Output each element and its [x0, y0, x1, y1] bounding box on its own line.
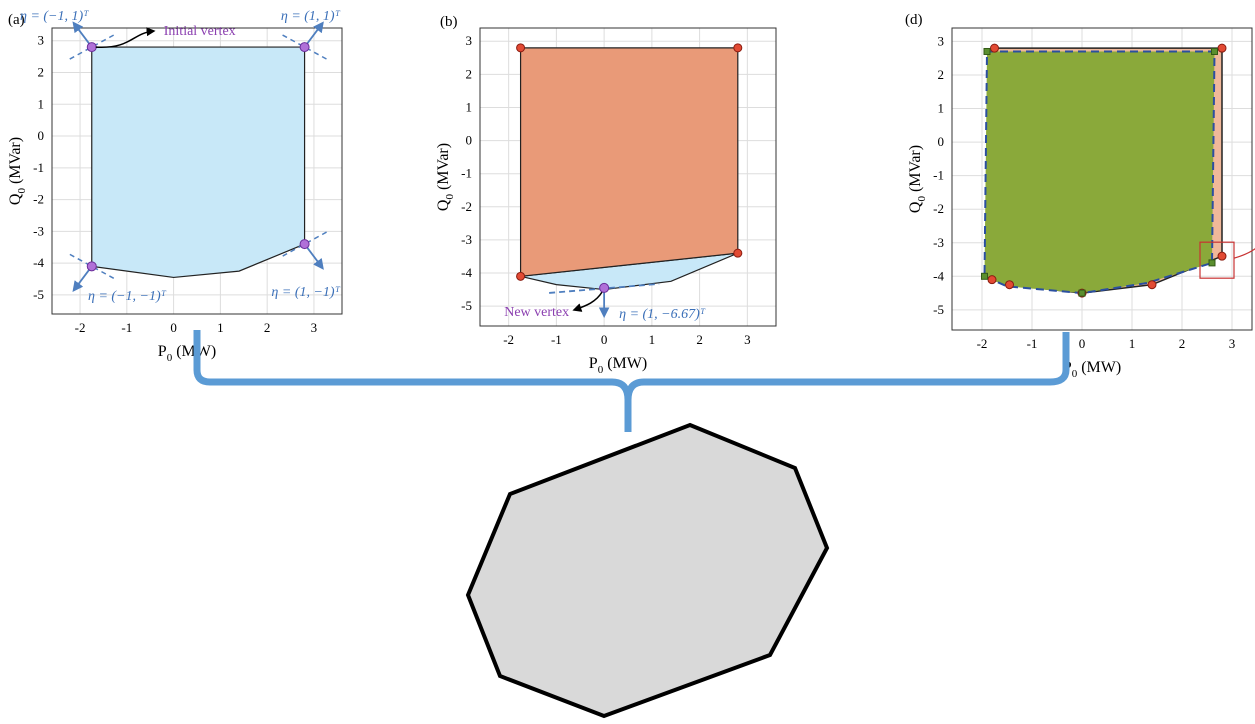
panel-label-b: (b): [440, 14, 458, 30]
y-tick-label: -4: [461, 265, 472, 280]
y-tick-label: -3: [33, 223, 44, 238]
outer-vertex-point: [1217, 251, 1227, 261]
y-tick-label: -5: [33, 287, 44, 302]
feasible-region: [519, 47, 739, 278]
panel-label-a: (a): [8, 12, 25, 28]
x-axis-label: P0 (MW): [158, 343, 216, 364]
plot-frame: [479, 27, 777, 327]
x-tick-label: 3: [311, 320, 318, 335]
x-tick-label: -2: [75, 320, 86, 335]
outer-vertex-point: [1147, 280, 1157, 290]
vertex-point: [299, 239, 310, 250]
y-tick-label: -5: [933, 302, 944, 317]
y-tick-label: -2: [461, 199, 472, 214]
vertex-point: [299, 42, 310, 53]
y-tick-label: -4: [33, 255, 44, 270]
x-tick-label: 0: [170, 320, 177, 335]
y-tick-label: 3: [938, 33, 945, 48]
y-tick-label: -2: [33, 192, 44, 207]
y-tick-label: 1: [466, 99, 473, 114]
x-tick-label: -1: [551, 332, 562, 347]
x-tick-label: 2: [264, 320, 271, 335]
x-tick-label: 3: [1229, 336, 1236, 351]
y-tick-label: -1: [33, 160, 44, 175]
x-tick-label: -2: [977, 336, 988, 351]
y-tick-label: 3: [466, 33, 473, 48]
new-vertex-label: New vertex: [504, 305, 569, 320]
vertex-point: [733, 43, 743, 53]
chart-a: -2 -1 0 1 2 3 -5 -4 -3 -2 -1 0 1 2 3 P0 (MW) Q0 (MVar) In…: [7, 9, 343, 364]
vertex-point: [733, 248, 743, 258]
y-tick-label: -5: [461, 298, 472, 313]
eta-label-a4: η = (1, −1)ᵀ: [271, 285, 340, 300]
y-axis-label: Q0 (MVar): [7, 137, 28, 205]
x-tick-label: -2: [503, 332, 514, 347]
y-tick-label: 0: [466, 133, 473, 148]
y-tick-label: 0: [938, 134, 945, 149]
outer-vertex-point: [990, 43, 999, 53]
y-tick-label: -1: [933, 168, 944, 183]
inner-vertex-point: [1211, 47, 1218, 55]
x-tick-label: 1: [217, 320, 224, 335]
initial-vertex-label: Initial vertex: [164, 24, 236, 39]
zoom-box: [1199, 241, 1235, 279]
brace-connector: [193, 330, 1070, 432]
y-tick-label: -3: [461, 232, 472, 247]
x-axis-label: P0 (MW): [1063, 359, 1121, 380]
feasible-region: [91, 46, 306, 279]
eta-label-b: η = (1, −6.67)ᵀ: [619, 307, 706, 322]
x-tick-label: 2: [1179, 336, 1186, 351]
y-tick-label: -1: [461, 166, 472, 181]
new-vertex-point: [599, 282, 610, 293]
initial-vertex-arrow: [95, 27, 156, 48]
chart-d: -2 -1 0 1 2 3 -5 -4 -3 -2 -1 0 1 2 3 P0 (MW) Q0 (MVar): [907, 27, 1255, 380]
vertex-point: [516, 271, 526, 281]
x-tick-label: 3: [744, 332, 751, 347]
inner-vertex-point: [983, 47, 991, 55]
y-tick-label: -3: [933, 235, 944, 250]
x-tick-label: 2: [696, 332, 703, 347]
vertex-point: [516, 43, 526, 53]
y-tick-label: 1: [938, 101, 945, 116]
x-tick-label: 0: [1079, 336, 1086, 351]
eta-label-a1: η = (−1, 1)ᵀ: [20, 9, 89, 24]
plot-frame: [51, 27, 343, 315]
y-tick-label: 2: [466, 66, 473, 81]
vertex-point: [86, 42, 97, 53]
x-tick-label: 1: [649, 332, 656, 347]
outer-vertex-point: [1217, 43, 1227, 53]
y-tick-label: -4: [933, 268, 944, 283]
y-tick-label: 2: [938, 67, 945, 82]
result-polygon: [465, 422, 830, 719]
y-axis-label: Q0 (MVar): [907, 145, 928, 213]
y-axis-label: Q0 (MVar): [435, 143, 456, 211]
eta-label-a3: η = (−1, −1)ᵀ: [88, 289, 167, 304]
inner-vertex-point: [1078, 289, 1086, 297]
inner-vertex-point: [1208, 259, 1216, 267]
eta-label-a2: η = (1, 1)ᵀ: [281, 9, 341, 24]
plot-frame: [951, 27, 1253, 331]
inner-vertex-point: [981, 272, 988, 280]
y-tick-label: 0: [38, 128, 45, 143]
x-tick-label: 0: [601, 332, 608, 347]
chart-b: -2 -1 0 1 2 3 -5 -4 -3 -2 -1 0 1 2 3 P0 (MW) Q0 (MVar) Ne…: [435, 27, 777, 376]
outer-vertex-point: [987, 275, 997, 285]
inner-region: [983, 50, 1216, 295]
y-tick-label: 3: [38, 33, 45, 48]
x-tick-label: -1: [1027, 336, 1038, 351]
outer-vertex-point: [1005, 280, 1014, 290]
x-axis-label: P0 (MW): [589, 355, 647, 376]
y-tick-label: 2: [38, 64, 45, 79]
vertex-point: [86, 261, 97, 272]
new-vertex-arrow: [572, 291, 603, 312]
x-tick-label: -1: [121, 320, 132, 335]
panel-label-d: (d): [905, 12, 923, 28]
y-tick-label: 1: [38, 96, 45, 111]
x-tick-label: 1: [1129, 336, 1136, 351]
y-tick-label: -2: [933, 201, 944, 216]
